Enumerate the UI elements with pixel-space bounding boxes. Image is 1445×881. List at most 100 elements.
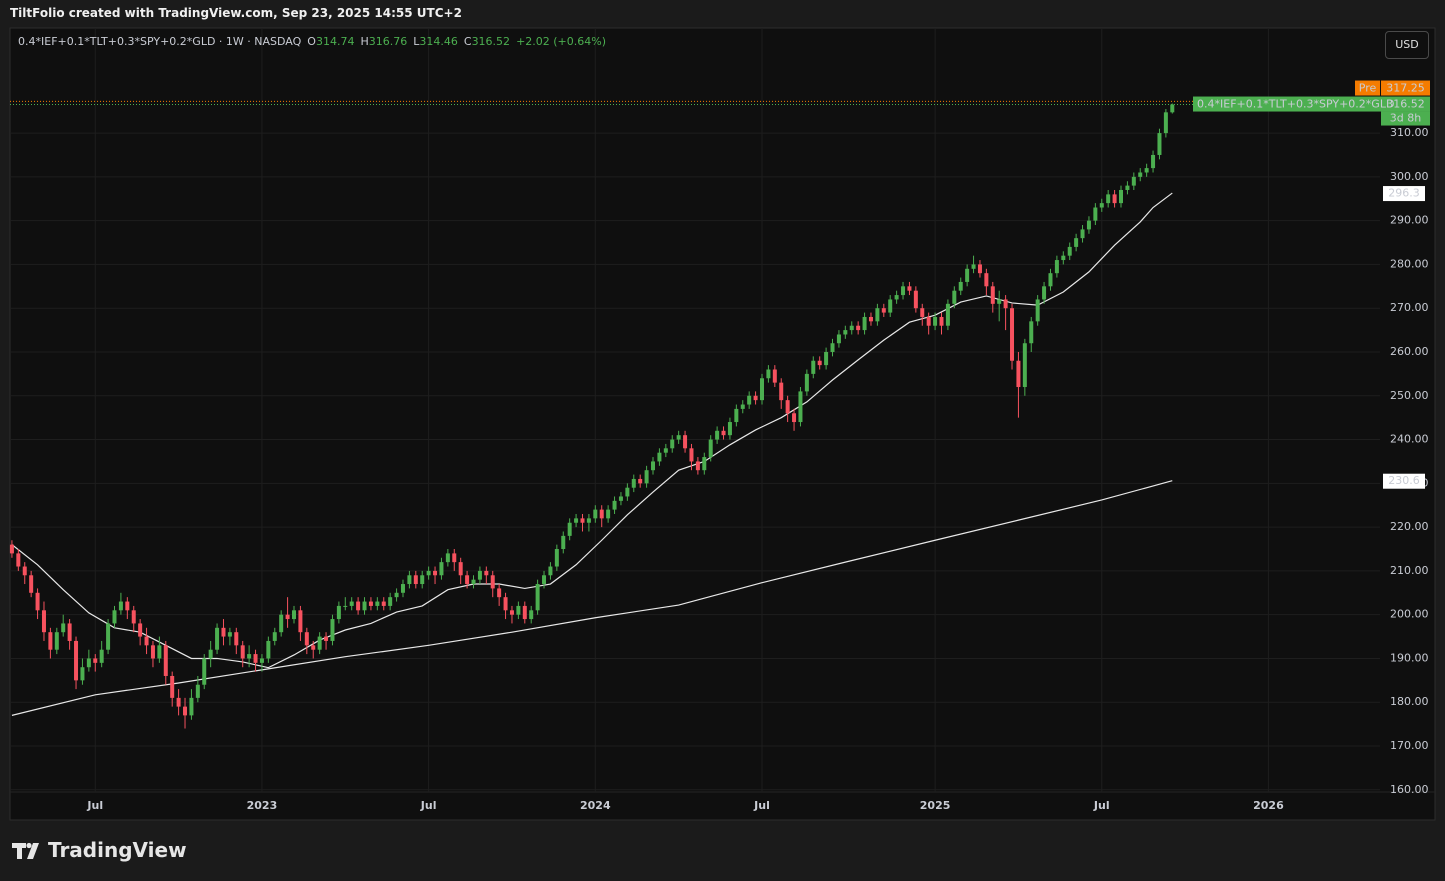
candle-body xyxy=(952,290,957,304)
candle-body xyxy=(285,614,290,620)
candle-body xyxy=(542,575,547,585)
candle-body xyxy=(740,404,745,409)
candle-body xyxy=(144,636,149,646)
candle-body xyxy=(253,654,258,663)
candle-body xyxy=(227,632,232,637)
candle-body xyxy=(958,281,963,291)
candle-body xyxy=(1099,203,1104,208)
currency-button[interactable]: USD xyxy=(1385,31,1429,59)
last-value: 316.52 xyxy=(1386,98,1425,111)
candle-body xyxy=(259,658,264,663)
candle-body xyxy=(1010,308,1015,361)
countdown-box xyxy=(1381,111,1430,126)
candle-body xyxy=(279,614,284,633)
candle-body xyxy=(426,570,431,576)
candle-body xyxy=(907,286,912,291)
candle-body xyxy=(118,601,123,611)
candle-body xyxy=(170,675,175,698)
x-tick-label: 2025 xyxy=(920,799,951,812)
candle-body xyxy=(670,439,675,449)
moving-average xyxy=(11,480,1173,716)
y-tick-label: 220.00 xyxy=(1390,520,1429,533)
candle-body xyxy=(86,658,91,668)
candle-body xyxy=(202,658,207,685)
candle-body xyxy=(1080,229,1085,239)
candle-body xyxy=(272,632,277,641)
caption: TiltFolio created with TradingView.com, … xyxy=(10,6,462,20)
candle-body xyxy=(420,575,425,585)
candle-body xyxy=(618,496,623,501)
candle-body xyxy=(593,509,598,519)
x-tick-label: 2023 xyxy=(247,799,278,812)
candle-body xyxy=(490,575,495,589)
candle-body xyxy=(343,605,348,607)
candle-body xyxy=(1074,238,1079,247)
candle-body xyxy=(234,632,239,646)
pre-value-box xyxy=(1381,80,1430,96)
candle-body xyxy=(683,435,688,449)
legend-key: O xyxy=(307,35,316,48)
y-tick-label: 160.00 xyxy=(1390,783,1429,796)
ma-label: 230.6 xyxy=(1388,474,1420,487)
candle-body xyxy=(1106,194,1111,204)
candle-body xyxy=(356,601,361,611)
candle-body xyxy=(901,286,906,296)
candle-body xyxy=(445,553,450,563)
candle-body xyxy=(208,649,213,659)
candle-body xyxy=(945,303,950,326)
candle-body xyxy=(715,430,720,440)
brand: TradingView xyxy=(48,838,187,862)
candle-body xyxy=(920,308,925,317)
candle-body xyxy=(336,605,341,620)
candle-body xyxy=(657,452,662,462)
candle-body xyxy=(16,553,21,567)
candle-body xyxy=(971,264,976,269)
candle-body xyxy=(471,579,476,585)
candle-body xyxy=(1061,255,1066,261)
legend-change: +2.02 (+0.64%) xyxy=(516,35,607,48)
candle-body xyxy=(497,588,502,598)
candle-body xyxy=(362,601,367,611)
candle-body xyxy=(939,316,944,326)
ma-label-box xyxy=(1383,186,1425,202)
candle-body xyxy=(734,408,739,423)
candle-body xyxy=(1016,360,1021,388)
candle-body xyxy=(400,584,405,593)
candle-body xyxy=(804,373,809,392)
candle-body xyxy=(304,632,309,646)
moving-average xyxy=(11,192,1173,669)
candle-body xyxy=(580,518,585,523)
candle-body xyxy=(702,457,707,471)
candle-body xyxy=(381,601,386,606)
candle-body xyxy=(1022,343,1027,388)
candle-body xyxy=(1151,154,1156,169)
candle-body xyxy=(798,391,803,423)
candle-body xyxy=(612,500,617,510)
candle-body xyxy=(1144,168,1149,173)
candle-body xyxy=(106,623,111,650)
candle-body xyxy=(41,610,46,633)
candle-body xyxy=(1086,220,1091,230)
candle-body xyxy=(779,382,784,401)
candle-body xyxy=(997,299,1002,304)
candle-body xyxy=(529,610,534,620)
candle-body xyxy=(747,395,752,405)
candle-body xyxy=(93,658,98,663)
candle-body xyxy=(375,601,380,606)
candle-body xyxy=(465,575,470,585)
pre-label-box xyxy=(1355,80,1380,96)
candle-body xyxy=(695,461,700,471)
candle-body xyxy=(388,597,393,606)
y-tick-label: 310.00 xyxy=(1390,126,1429,139)
candle-body xyxy=(1042,286,1047,300)
candle-body xyxy=(67,623,72,641)
candle-body xyxy=(888,299,893,313)
candle-body xyxy=(606,509,611,519)
candle-body xyxy=(183,706,188,716)
candle-body xyxy=(48,632,53,650)
last-name-box xyxy=(1193,96,1430,112)
candle-body xyxy=(811,360,816,374)
candle-body xyxy=(548,566,553,576)
candle-body xyxy=(1157,133,1162,155)
